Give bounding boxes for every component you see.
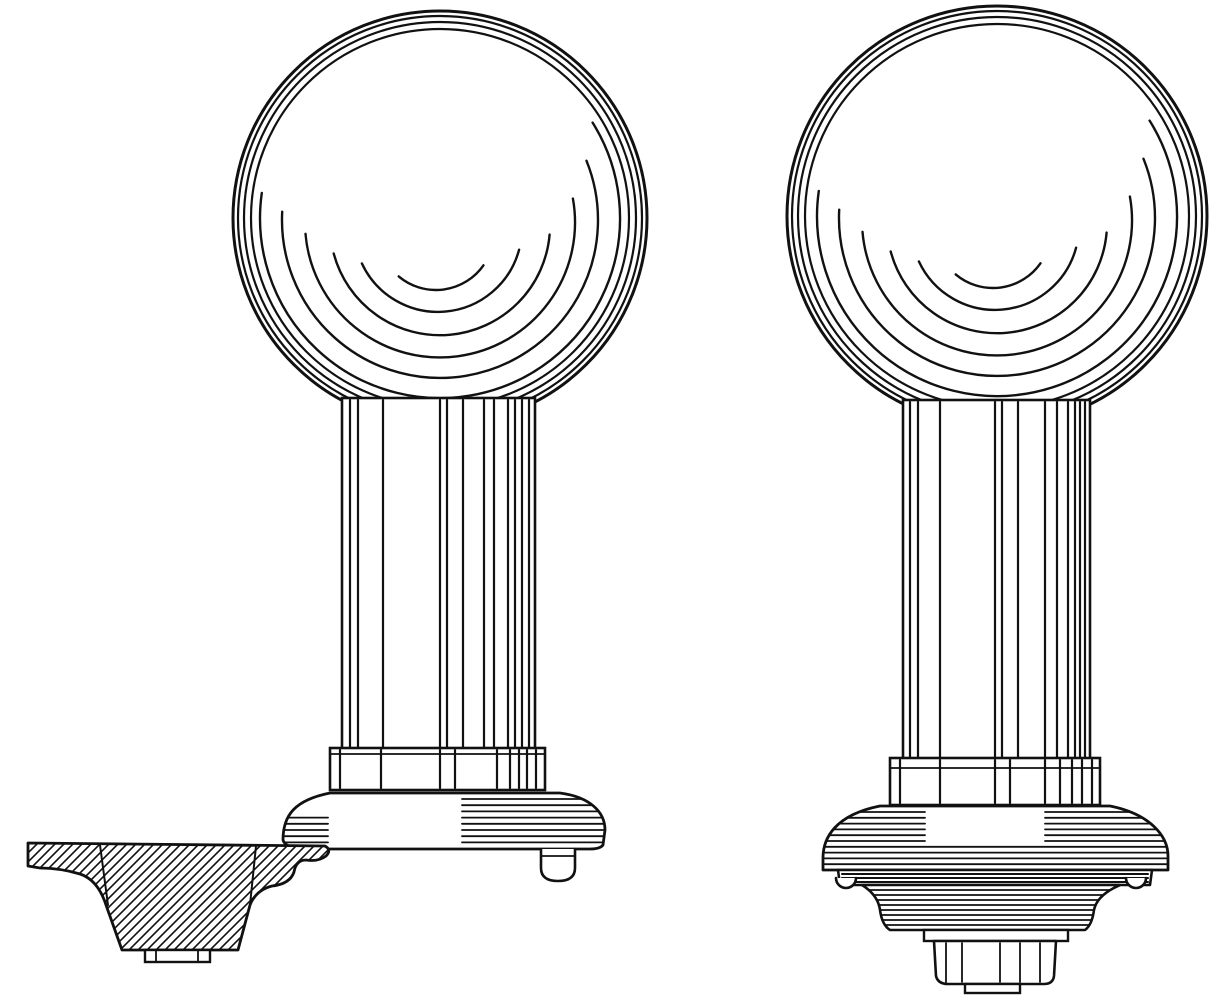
right-rose-hatching <box>823 811 1168 866</box>
right-knob <box>785 4 1209 995</box>
cross-section-spindle-stub <box>143 948 212 964</box>
left-rose-pin <box>539 847 577 883</box>
section-hatch-line <box>0 840 23 965</box>
section-hatch-line <box>122 843 249 950</box>
ball-shading-arc <box>815 119 1179 398</box>
ball-shading-arc <box>837 157 1157 378</box>
right-shank <box>901 398 1092 762</box>
ball-shading-arc <box>332 233 551 337</box>
section-inner-line <box>99 844 109 906</box>
ball-shading-arc <box>954 262 1042 290</box>
section-hatch-line <box>167 843 294 950</box>
ball-outline <box>231 9 649 427</box>
ball-shading-arc <box>917 246 1078 312</box>
spindle-washer <box>922 928 1070 943</box>
left-rose <box>281 791 607 883</box>
section-hatch-line <box>113 843 240 950</box>
ball-shading-arc <box>258 121 622 400</box>
left-collar <box>328 746 547 792</box>
left-shank <box>340 396 537 752</box>
section-hatch-line <box>320 843 329 950</box>
section-hatch-line <box>28 843 78 950</box>
section-hatch-line <box>185 843 312 950</box>
ball-outline <box>785 4 1209 428</box>
ball-shading-arc <box>397 264 485 292</box>
section-hatch-line <box>140 843 267 950</box>
ball-shading-arc <box>861 195 1134 357</box>
flange-pin-left <box>834 876 858 890</box>
right-skirt <box>860 883 1122 932</box>
right-flange <box>834 868 1154 890</box>
knob-ball <box>785 4 1209 428</box>
section-hatch-line <box>311 843 329 950</box>
flange-pin-right <box>1124 876 1148 890</box>
section-inner-line <box>249 845 257 906</box>
left-rose-outline <box>281 791 607 851</box>
section-hatch-line <box>28 843 69 950</box>
right-rose <box>821 804 1170 872</box>
spindle-tip <box>963 982 1022 995</box>
section-hatch-line <box>330 840 455 965</box>
section-hatch-line <box>28 843 87 950</box>
ball-shading-arcs <box>258 121 622 400</box>
section-hatch-line <box>28 843 60 950</box>
ball-shading-arc <box>360 248 521 314</box>
skirt-hatching <box>862 889 1120 926</box>
left-rose-hatching <box>283 798 605 844</box>
right-rose-outline <box>821 804 1170 872</box>
left-knob <box>231 9 649 883</box>
section-hatch-line <box>104 843 231 950</box>
right-shank-outline <box>901 398 1092 762</box>
section-hatch-line <box>176 843 303 950</box>
section-hatch-line <box>339 840 464 965</box>
ball-shading-arc <box>889 231 1108 335</box>
right-spindle <box>922 928 1070 995</box>
section-hatch-line <box>28 843 51 950</box>
section-hatch-line <box>131 843 258 950</box>
spindle-outline <box>932 939 1058 986</box>
section-hatch-line <box>158 843 285 950</box>
left-cross-section <box>0 840 464 965</box>
ball-shading-arc <box>304 197 577 359</box>
section-stub-outline <box>143 948 212 964</box>
skirt-outline <box>860 883 1122 932</box>
ball-shading-arcs <box>815 119 1179 398</box>
section-hatch-line <box>0 840 14 965</box>
knob-ball <box>231 9 649 427</box>
left-shank-outline <box>340 396 537 752</box>
right-collar <box>888 756 1102 807</box>
ball-shading-arc <box>280 159 600 380</box>
section-hatch-line <box>0 840 5 965</box>
